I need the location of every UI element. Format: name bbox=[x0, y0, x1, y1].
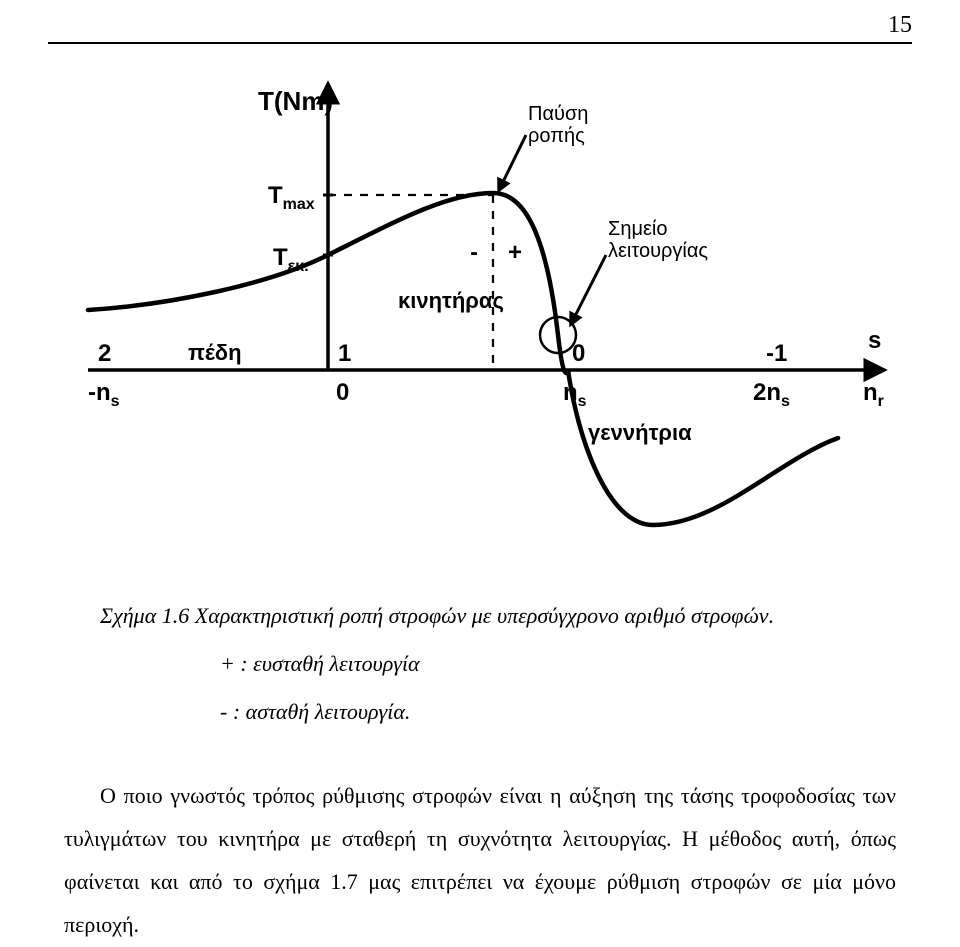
annot-torque-break-arrow bbox=[500, 135, 526, 188]
chart-svg: - + T(Nm) Tmax Tεκ. 2 1 0 -1 s -ns 0 ns … bbox=[48, 60, 912, 560]
n-tick-mns: -ns bbox=[88, 379, 120, 410]
n-axis-right-label: nr bbox=[863, 379, 884, 410]
figure-caption: Σχήμα 1.6 Χαρακτηριστική ροπή στροφών με… bbox=[100, 595, 880, 738]
region-motor: κινητήρας bbox=[398, 288, 504, 313]
annot-operating-point-arrow bbox=[572, 255, 606, 322]
s-axis-right-label: s bbox=[868, 327, 881, 354]
annot-operating-point: Σημείο λειτουργίας bbox=[608, 218, 708, 262]
caption-plus-line: + : ευσταθή λειτουργία bbox=[220, 651, 420, 676]
page-number: 15 bbox=[888, 12, 912, 39]
top-rule bbox=[48, 42, 912, 44]
annot-torque-break: Παύση ροπής bbox=[528, 103, 594, 147]
y-axis-label: T(Nm) bbox=[258, 86, 333, 116]
region-brake: πέδη bbox=[188, 340, 242, 365]
figure-label: Σχήμα 1.6 bbox=[100, 603, 189, 628]
s-tick-m1: -1 bbox=[766, 340, 787, 367]
caption-minus-line: - : ασταθή λειτουργία. bbox=[220, 699, 410, 724]
sign-plus: + bbox=[508, 239, 522, 266]
figure-title: Χαρακτηριστική ροπή στροφών με υπερσύγχρ… bbox=[195, 603, 774, 628]
s-tick-0: 0 bbox=[572, 340, 585, 367]
torque-speed-chart: - + T(Nm) Tmax Tεκ. 2 1 0 -1 s -ns 0 ns … bbox=[48, 60, 912, 560]
region-generator: γεννήτρια bbox=[588, 420, 692, 445]
sign-minus: - bbox=[470, 239, 478, 266]
n-tick-0: 0 bbox=[336, 379, 349, 406]
s-tick-2: 2 bbox=[98, 340, 111, 367]
n-tick-ns: ns bbox=[563, 379, 587, 410]
s-tick-1: 1 bbox=[338, 340, 351, 367]
n-tick-2ns: 2ns bbox=[753, 379, 790, 410]
body-paragraph: Ο ποιο γνωστός τρόπος ρύθμισης στροφών ε… bbox=[64, 775, 896, 947]
tmax-label: Tmax bbox=[268, 182, 315, 213]
tek-label: Tεκ. bbox=[273, 244, 309, 275]
